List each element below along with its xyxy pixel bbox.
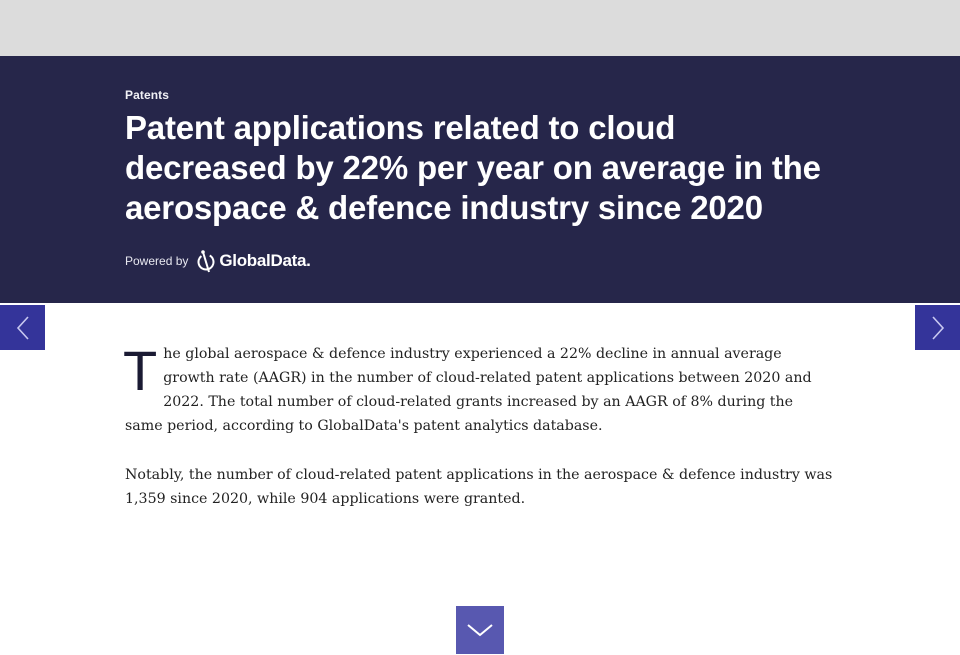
powered-by: Powered by GlobalData. (125, 248, 311, 274)
previous-article-button[interactable] (0, 305, 45, 350)
page-title: Patent applications related to cloud dec… (125, 109, 821, 226)
chevron-left-icon (16, 315, 29, 340)
article-paragraph-2: Notably, the number of cloud-related pat… (125, 467, 833, 507)
scroll-down-button[interactable] (456, 606, 504, 654)
chevron-right-icon (931, 315, 944, 340)
next-article-button[interactable] (915, 305, 960, 350)
globaldata-logo-icon (197, 250, 215, 273)
dropcap: T (123, 339, 158, 402)
chevron-down-icon (467, 624, 493, 637)
brand-name: GlobalData. (219, 251, 311, 270)
globaldata-logo[interactable]: GlobalData. (196, 249, 311, 273)
category-label[interactable]: Patents (125, 88, 170, 102)
hero-header: Patents Patent applications related to c… (0, 56, 960, 303)
paragraph-1-text: he global aerospace & defence industry e… (125, 346, 812, 434)
top-bar (0, 0, 960, 56)
powered-by-label: Powered by (125, 254, 189, 268)
